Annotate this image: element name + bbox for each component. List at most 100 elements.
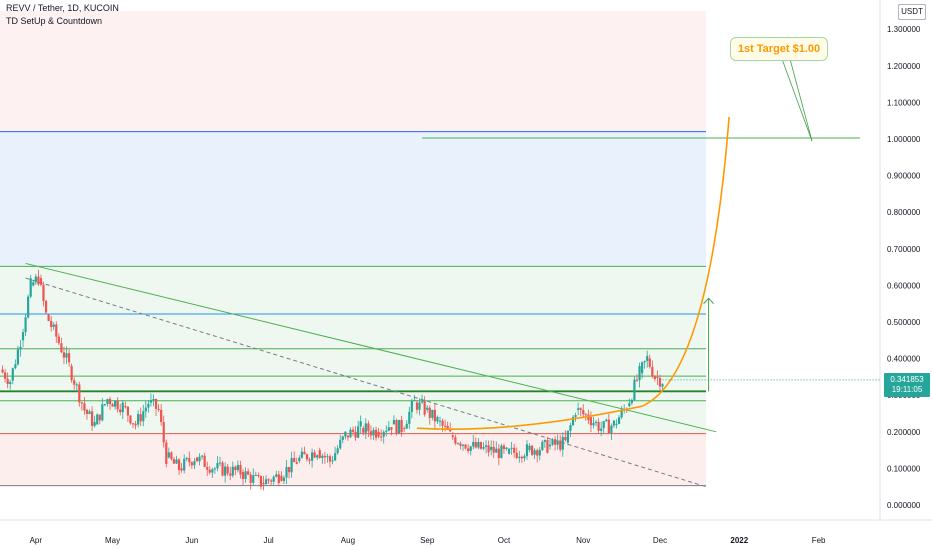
candle-body — [459, 443, 462, 446]
candle-body — [264, 479, 268, 485]
candle-body — [298, 457, 301, 462]
candle-body — [515, 452, 518, 458]
candle-body — [293, 458, 296, 463]
candle-body — [344, 431, 347, 437]
candle-body — [73, 380, 76, 385]
candle-body — [305, 454, 309, 460]
candle-body — [357, 426, 360, 438]
candle-body — [300, 451, 303, 458]
trendline-solid — [25, 262, 717, 433]
candle-body — [582, 409, 585, 415]
candle-body — [206, 466, 209, 470]
candle-body — [510, 447, 513, 449]
candle-body — [574, 415, 577, 418]
candle-body — [569, 425, 572, 431]
candle-body — [137, 414, 140, 425]
candle-body — [513, 447, 516, 453]
candle-body — [101, 404, 104, 421]
candle-body — [533, 450, 536, 455]
candle-body — [612, 420, 616, 426]
candle-body — [433, 409, 436, 422]
candle-body — [479, 442, 483, 449]
candle-body — [19, 346, 22, 350]
candle-body — [231, 466, 234, 476]
indicator-label: TD SetUp & Countdown — [6, 16, 103, 26]
candle-body — [482, 447, 485, 449]
candle-body — [57, 336, 60, 344]
candle-body — [277, 474, 280, 484]
candle-body — [351, 429, 355, 432]
candle-body — [387, 427, 390, 431]
candle-body — [121, 402, 124, 413]
candle-body — [661, 384, 664, 387]
callout-pointer-a — [781, 58, 813, 142]
candle-body — [602, 421, 605, 429]
candle-body — [313, 452, 316, 458]
candle-body — [564, 437, 567, 441]
candle-body — [415, 402, 419, 410]
candle-body — [607, 419, 610, 434]
price-tick-label: 0.200000 — [887, 428, 921, 437]
candle-body — [331, 460, 334, 462]
candle-body — [428, 407, 431, 418]
candle-body — [147, 403, 150, 408]
time-tick-label: Feb — [812, 536, 826, 545]
candle-body — [334, 453, 337, 461]
time-tick-label: Dec — [653, 536, 667, 545]
candle-body — [326, 456, 329, 458]
candle-body — [638, 366, 641, 381]
candle-body — [646, 355, 649, 361]
candle-body — [395, 419, 398, 434]
time-tick-label: Jul — [263, 536, 273, 545]
target-callout: 1st Target $1.00 — [730, 37, 828, 61]
candle-body — [530, 445, 534, 455]
candle-body — [83, 403, 86, 411]
candle-body — [594, 421, 598, 423]
time-tick-label: Aug — [341, 536, 355, 545]
candle-body — [369, 431, 373, 436]
candle-body — [216, 463, 219, 469]
candle-body — [385, 430, 388, 432]
time-tick-label: Nov — [576, 536, 590, 545]
candle-body — [321, 455, 324, 458]
candle-body — [124, 406, 127, 408]
candle-body — [257, 474, 260, 476]
candle-body — [467, 448, 470, 452]
candle-body — [39, 278, 43, 285]
candle-body — [548, 444, 552, 447]
candle-body — [446, 425, 449, 430]
currency-label[interactable]: USDT — [898, 4, 926, 20]
parabolic-projection — [641, 116, 730, 407]
candle-body — [600, 428, 603, 431]
candle-body — [90, 411, 94, 426]
candle-body — [65, 353, 68, 358]
candle-body — [241, 472, 245, 479]
candle-body — [172, 459, 176, 464]
candle-body — [403, 428, 406, 430]
candle-body — [551, 439, 554, 445]
candle-body — [577, 408, 580, 410]
candle-body — [372, 429, 375, 436]
time-tick-label: Sep — [420, 536, 435, 545]
candle-body — [589, 417, 593, 426]
candle-body — [310, 452, 314, 461]
candle-body — [377, 431, 380, 437]
candle-body — [165, 442, 168, 464]
candle-body — [339, 439, 342, 449]
candles — [1, 269, 664, 491]
candle-body — [287, 466, 291, 473]
price-tick-label: 1.100000 — [887, 98, 921, 107]
candle-body — [408, 411, 411, 424]
candle-body — [160, 409, 163, 423]
candle-body — [14, 364, 17, 369]
candle-body — [484, 445, 488, 448]
arrow-head — [703, 297, 714, 305]
candle-body — [541, 441, 544, 450]
candle-body — [505, 447, 508, 450]
candle-body — [275, 474, 278, 477]
candle-body — [4, 372, 7, 379]
candle-body — [60, 343, 63, 353]
candle-body — [154, 399, 158, 409]
candle-body — [546, 439, 549, 453]
